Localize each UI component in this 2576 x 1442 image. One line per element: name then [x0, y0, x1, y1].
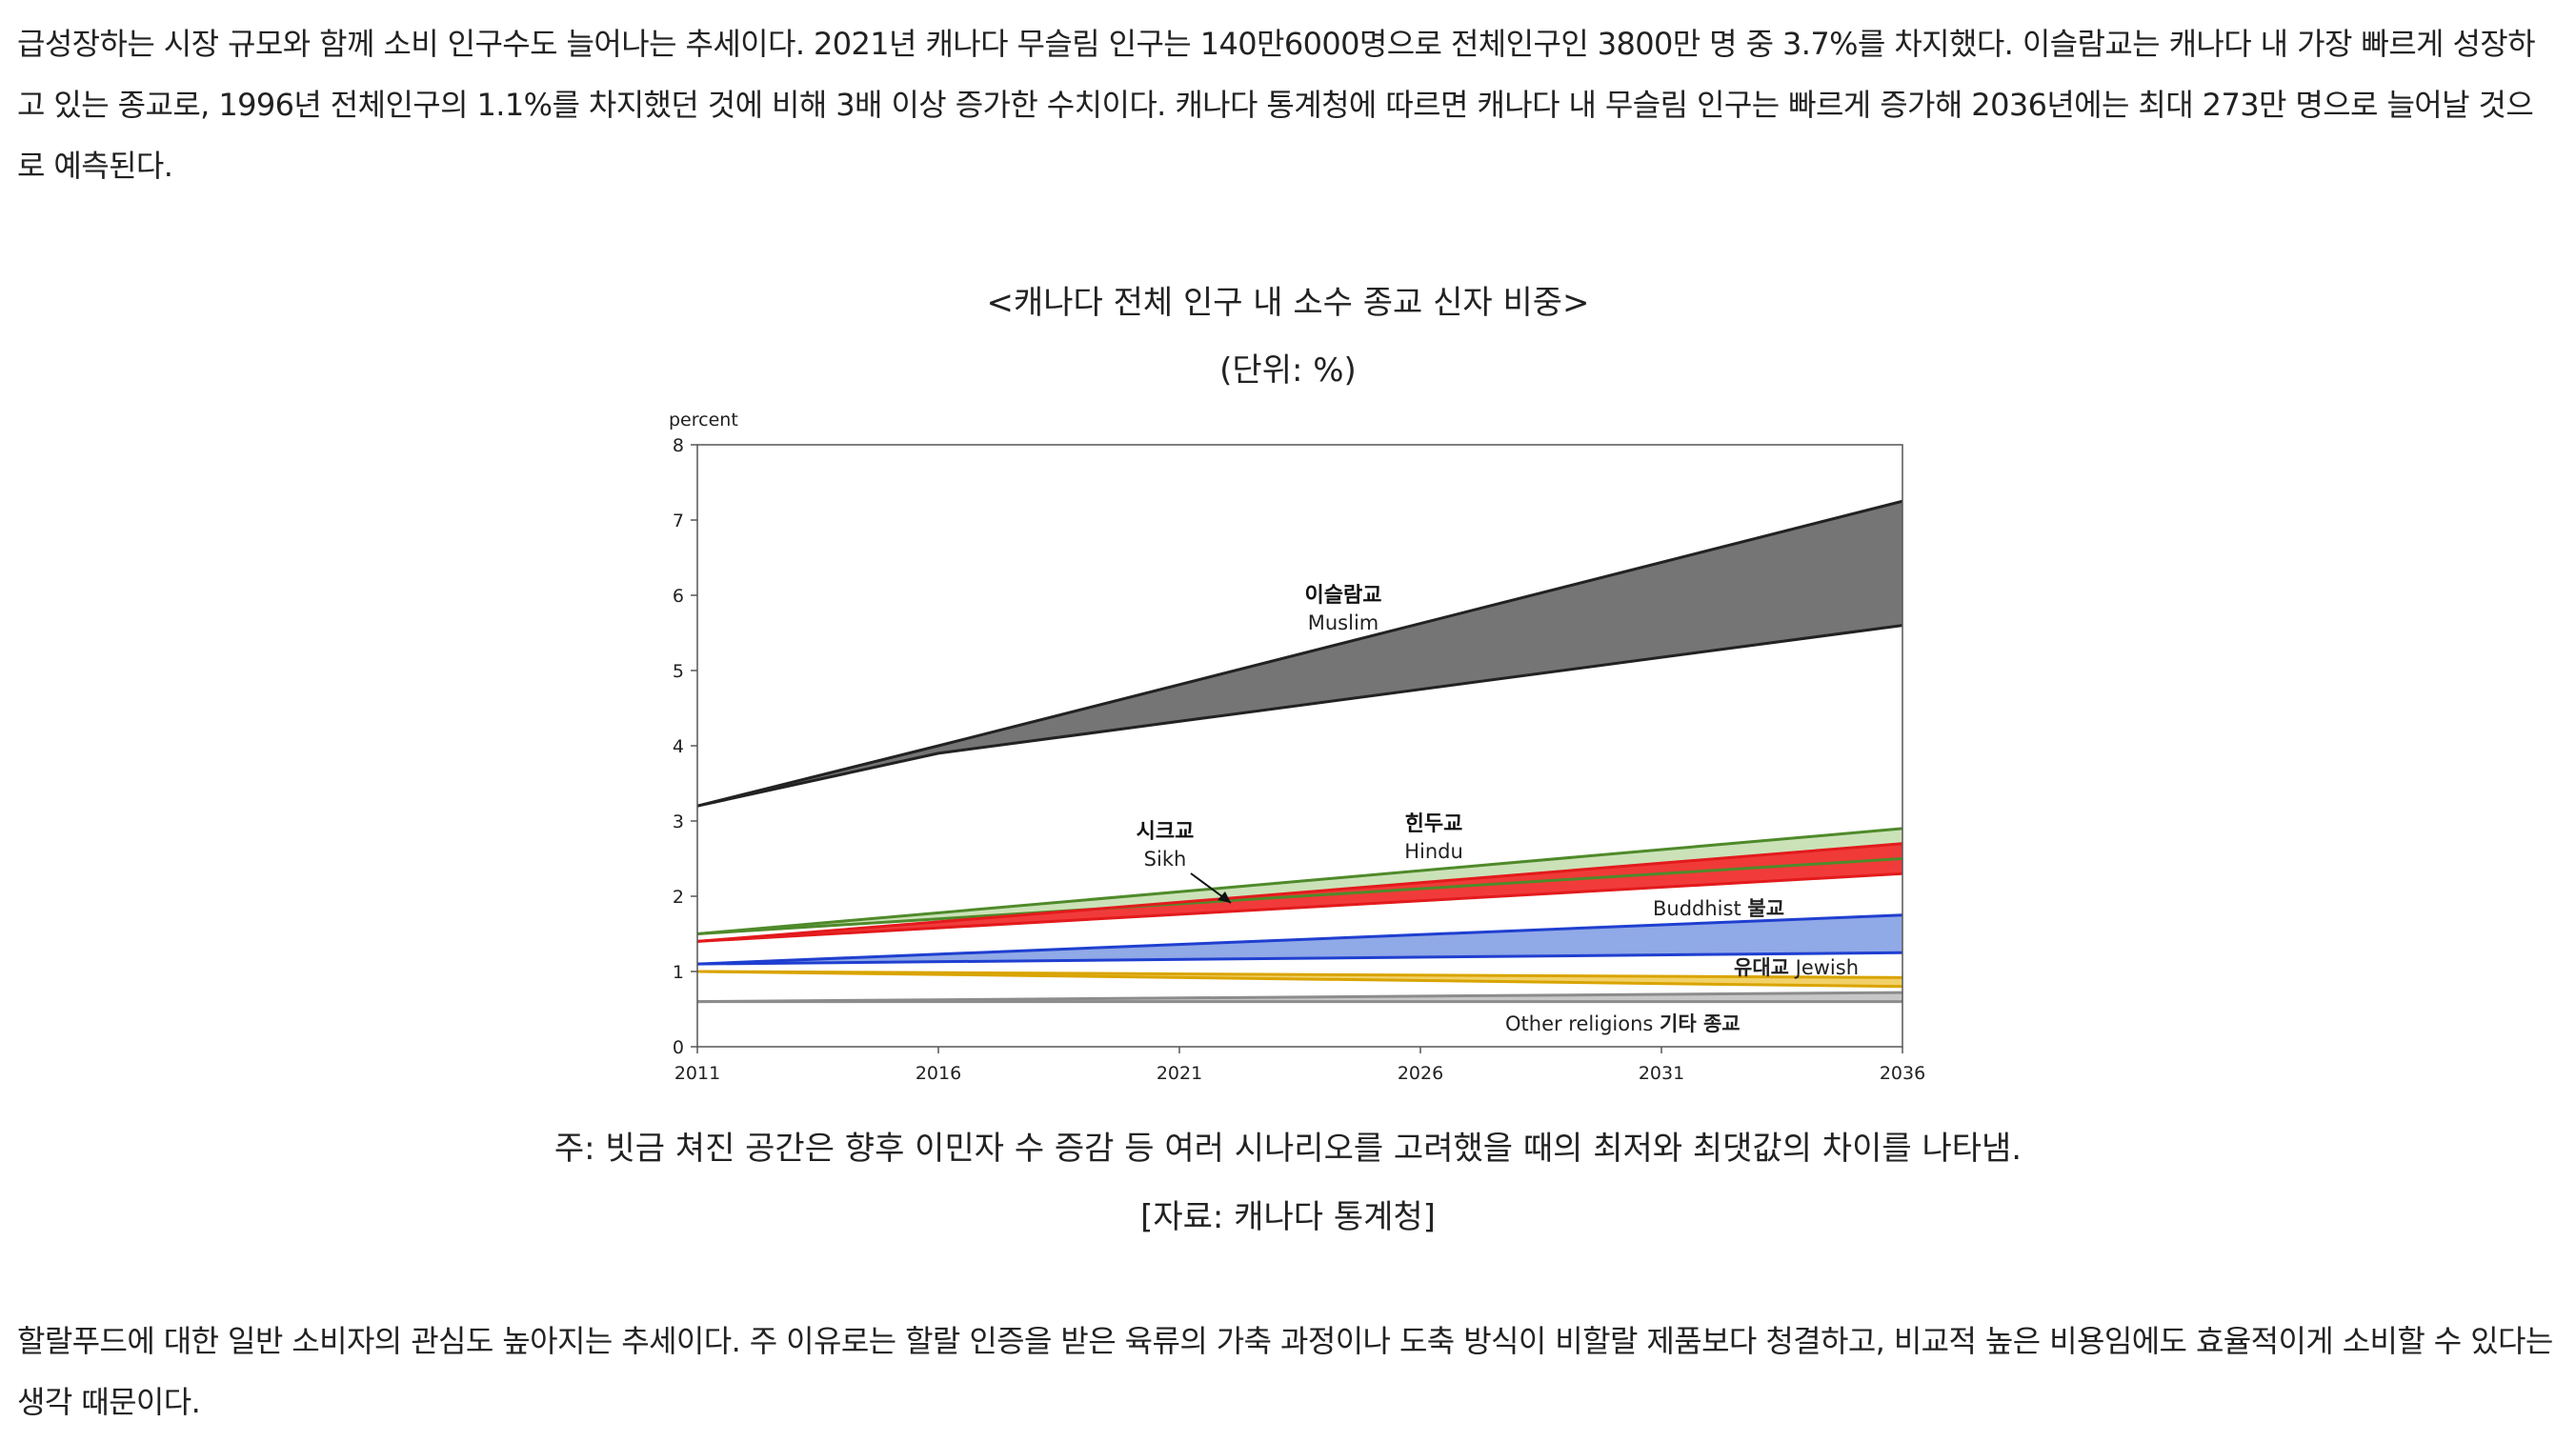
- series-lines: [696, 499, 1903, 1004]
- sikh-pointer-arrowhead: [1218, 891, 1231, 903]
- annotation-label: 시크교: [1137, 820, 1195, 844]
- x-tick-label: 2031: [1639, 1063, 1684, 1084]
- annotation-label: 힌두교: [1405, 812, 1463, 836]
- y-tick-label: 7: [673, 511, 684, 531]
- line-low-sikh: [696, 871, 1903, 943]
- annotation-label: Other religions 기타 종교: [1505, 1012, 1741, 1035]
- x-tick-label: 2021: [1157, 1063, 1202, 1084]
- line-low-muslim: [696, 624, 1903, 808]
- y-tick-label: 0: [673, 1037, 684, 1058]
- series-annotations: 이슬람교 Muslim 힌두교 Hindu 시크교 Sikh Buddhist 불교유대교 …: [1137, 584, 1859, 1035]
- line-high-buddhist: [696, 913, 1903, 966]
- line-low-jewish: [696, 970, 1903, 989]
- line-low-buddhist: [696, 951, 1903, 966]
- religion-share-chart: 0 1 2 3 4 5 6 7 8 2011 2016 2021 2026 2031 2036 percen…: [669, 410, 1925, 1084]
- article-paragraph-intro: 급성장하는 시장 규모와 함께 소비 인구수도 늘어나는 추세이다. 2021년…: [17, 26, 2536, 184]
- band-muslim: [697, 501, 1902, 807]
- chart-title: <캐나다 전체 인구 내 소수 종교 신자 비중>: [986, 284, 1590, 322]
- y-axis-label: percent: [669, 410, 738, 431]
- chart-unit: (단위: %): [1219, 351, 1357, 390]
- y-tick-label: 3: [673, 811, 684, 832]
- y-tick-label: 4: [673, 736, 684, 757]
- annotation-sublabel: Hindu: [1404, 840, 1463, 863]
- x-tick-label: 2011: [674, 1063, 720, 1084]
- line-high-hindu: [696, 827, 1903, 935]
- chart-source: [자료: 캐나다 통계청]: [1140, 1198, 1436, 1236]
- x-tick-label: 2016: [916, 1063, 961, 1084]
- annotation-label: Buddhist 불교: [1653, 897, 1784, 920]
- line-high-sikh: [696, 842, 1903, 943]
- line-high-jewish: [696, 970, 1903, 979]
- annotation-sublabel: Muslim: [1308, 611, 1379, 634]
- chart-note: 주: 빗금 쳐진 공간은 향후 이민자 수 증감 등 여러 시나리오를 고려했을…: [553, 1130, 2023, 1168]
- line-high-other-religions: [696, 991, 1903, 1004]
- annotation-sublabel: Sikh: [1144, 848, 1187, 871]
- y-tick-label: 5: [673, 661, 684, 682]
- line-low-hindu: [696, 857, 1903, 935]
- y-tick-label: 8: [673, 435, 684, 456]
- x-tick-label: 2026: [1398, 1063, 1443, 1084]
- article-paragraph-halal: 할랄푸드에 대한 일반 소비자의 관심도 높아지는 추세이다. 주 이유로는 할…: [17, 1323, 2553, 1420]
- x-tick-label: 2036: [1880, 1063, 1925, 1084]
- y-tick-label: 2: [673, 887, 684, 908]
- annotation-label: 이슬람교: [1305, 584, 1382, 608]
- axes: 0 1 2 3 4 5 6 7 8 2011 2016 2021 2026 2031 2036: [673, 435, 1925, 1084]
- y-tick-label: 1: [673, 962, 684, 983]
- line-high-muslim: [696, 499, 1903, 808]
- annotation-label: 유대교 Jewish: [1734, 956, 1859, 979]
- y-tick-label: 6: [673, 586, 684, 607]
